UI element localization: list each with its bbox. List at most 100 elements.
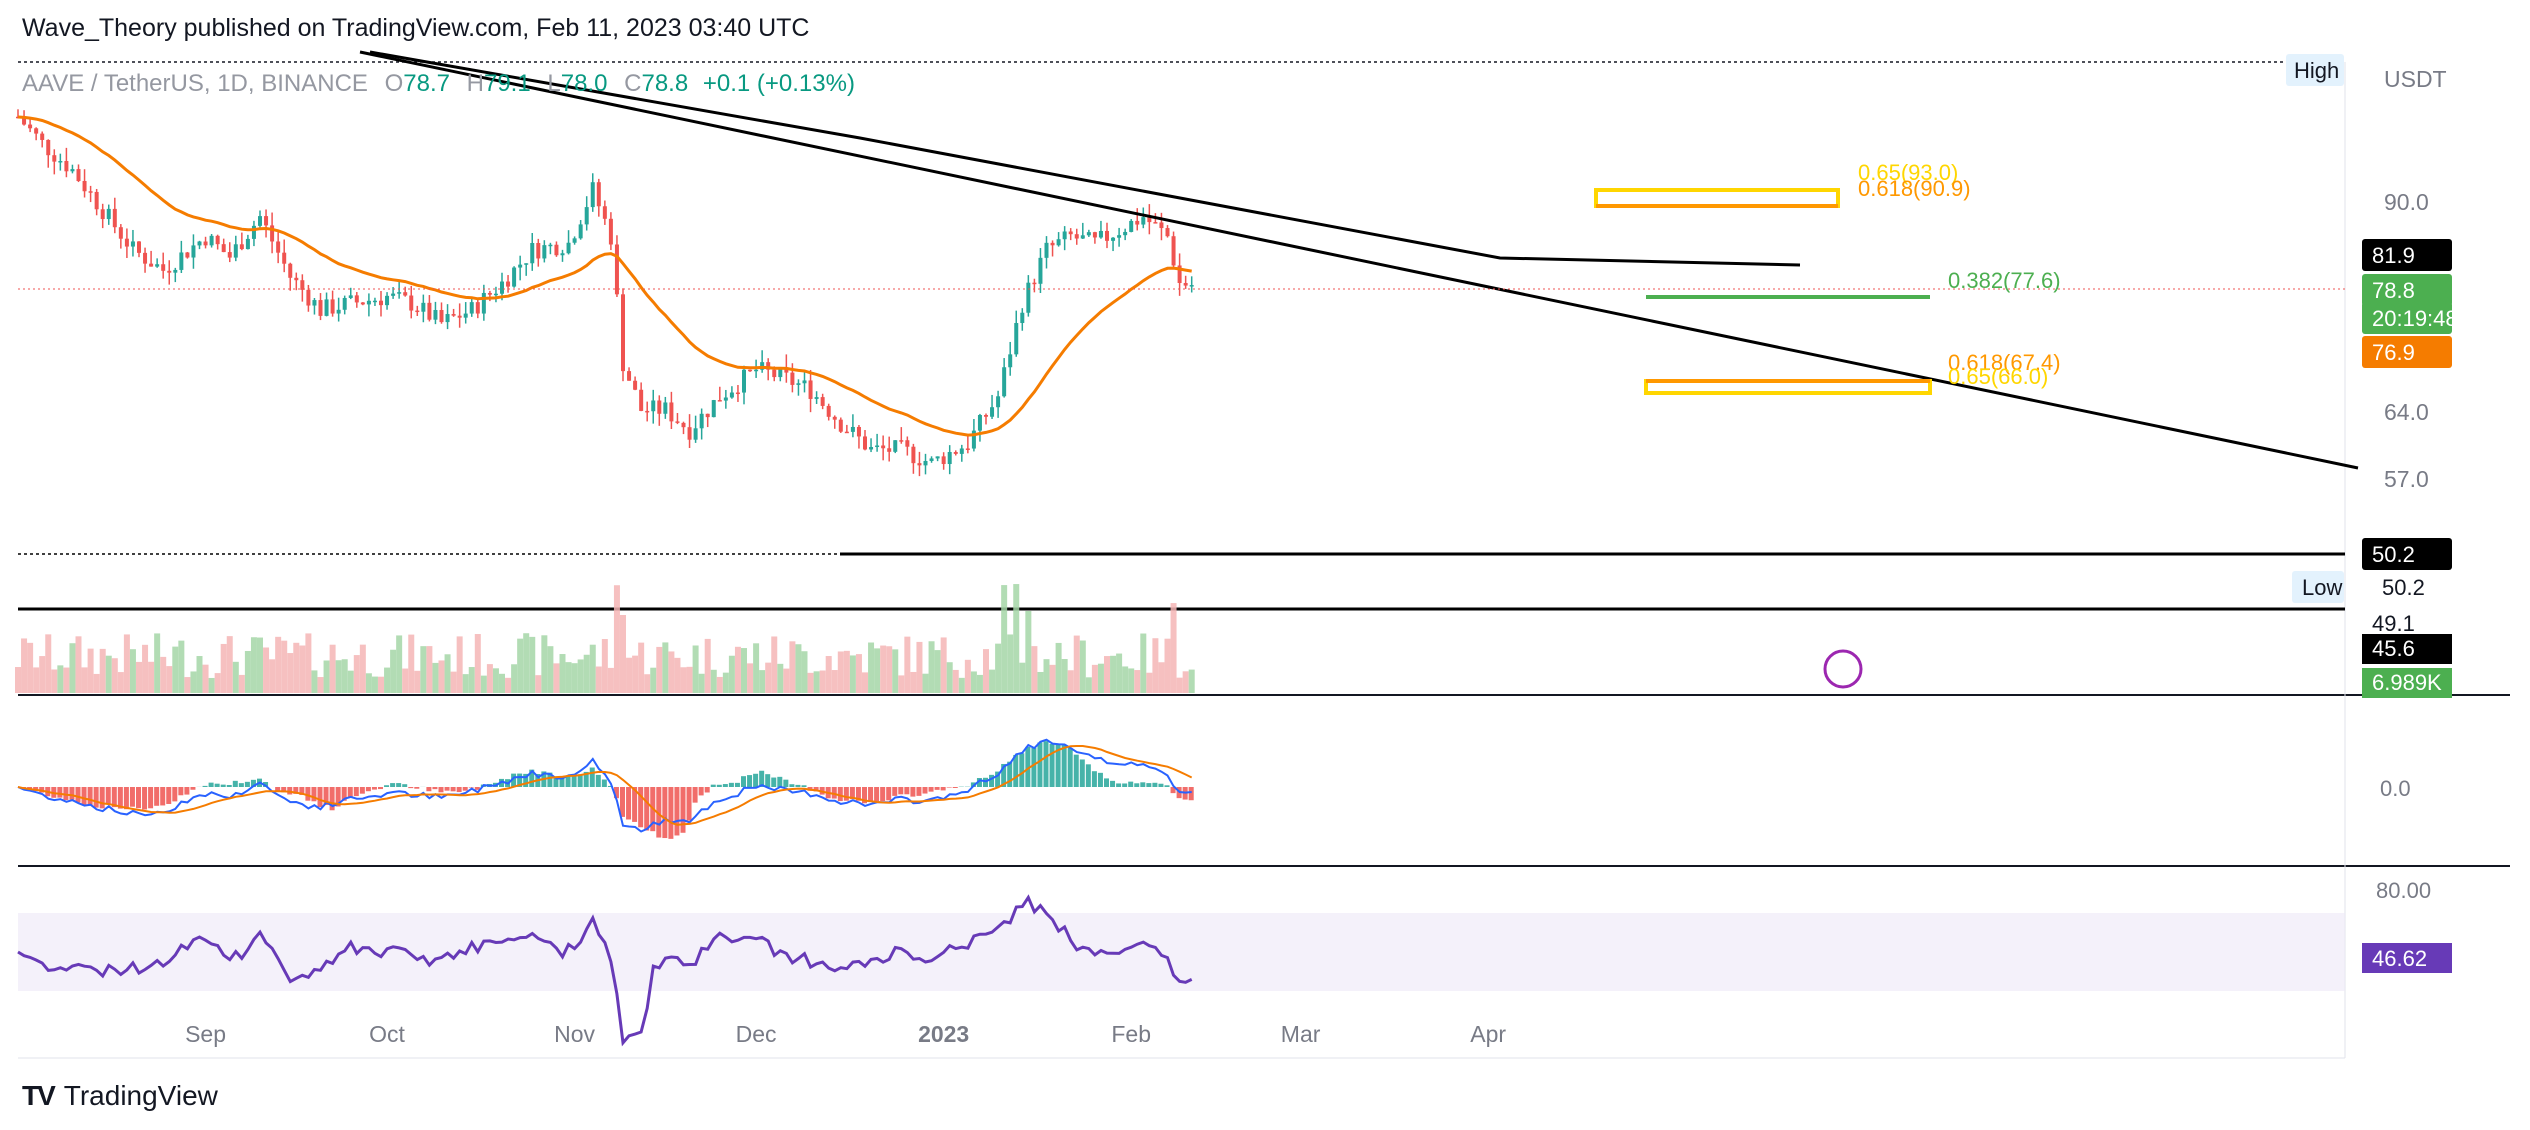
volume-bar [311, 670, 318, 693]
macd-histogram-bar [1146, 783, 1152, 787]
volume-bar [196, 656, 203, 693]
candle-body [711, 400, 716, 418]
candle-body [1183, 282, 1188, 286]
candle-body [1177, 265, 1182, 283]
volume-bar [105, 655, 112, 693]
macd-histogram-bar [329, 787, 335, 811]
volume-bar [1079, 640, 1086, 693]
low-tag-value: 50.2 [2382, 575, 2425, 600]
macd-histogram-bar [1043, 741, 1049, 787]
y-tick[interactable]: 90.0 [2384, 189, 2429, 215]
macd-histogram-bar [589, 767, 595, 787]
ema200-line [369, 50, 1801, 267]
volume-bar [656, 646, 663, 693]
volume-bar [111, 658, 118, 693]
volume-bar [1025, 610, 1032, 693]
candle-body [179, 252, 184, 270]
candle-body [46, 139, 51, 156]
macd-histogram-bar [722, 784, 728, 787]
candle-body [1098, 230, 1103, 238]
candle-body [754, 369, 759, 372]
candle-body [1165, 228, 1170, 237]
close-label: C [624, 70, 642, 97]
candle-body [778, 367, 783, 378]
macd-histogram-bar [855, 787, 861, 801]
volume-bar [505, 677, 512, 693]
candle-body [881, 445, 886, 449]
volume-bar [668, 651, 675, 693]
price-axis[interactable]: USDT 90.0 64.0 57.0 [2384, 66, 2447, 492]
candle-body [276, 241, 281, 253]
y-tick[interactable]: 64.0 [2384, 399, 2429, 425]
volume-bar [390, 649, 397, 693]
high-label: H [466, 70, 484, 97]
y-tick[interactable]: 57.0 [2384, 466, 2429, 492]
macd-histogram-bar [1085, 764, 1091, 787]
macd-histogram-bar [1073, 754, 1079, 787]
x-tick-Apr[interactable]: Apr [1470, 1021, 1506, 1047]
candle-body [233, 244, 238, 258]
macd-histogram-bar [862, 787, 867, 804]
macd-histogram-bar [365, 787, 371, 792]
volume-bar [1049, 664, 1056, 693]
candle-body [88, 191, 93, 193]
tradingview-footer[interactable]: TV TradingView [22, 1080, 218, 1112]
x-tick-2023[interactable]: 2023 [918, 1021, 969, 1047]
x-tick-Sep[interactable]: Sep [185, 1021, 226, 1047]
volume-bar [160, 656, 167, 693]
candle-body [197, 241, 202, 246]
volume-bar [293, 642, 300, 693]
candle-body [717, 400, 722, 402]
lightning-icon[interactable] [1823, 649, 1863, 689]
x-tick-Oct[interactable]: Oct [369, 1021, 405, 1047]
volume-bar [172, 646, 179, 693]
rsi-band [18, 913, 2345, 991]
candle-body [965, 448, 970, 450]
x-tick-Mar[interactable]: Mar [1281, 1021, 1321, 1047]
volume-bar [365, 673, 372, 693]
candle-body [185, 252, 190, 258]
candle-body [58, 160, 63, 163]
volume-bar [250, 637, 257, 693]
macd-histogram-bar [517, 773, 523, 787]
macd-histogram-bar [1110, 780, 1116, 787]
volume-bar [1128, 668, 1135, 693]
candle-body [215, 235, 220, 245]
brand-name: TradingView [63, 1080, 218, 1111]
candle-body [536, 242, 541, 259]
macd-histogram-bar [408, 787, 414, 789]
volume-bar [202, 664, 209, 693]
x-tick-Feb[interactable]: Feb [1111, 1021, 1151, 1047]
price-tag-bg [2362, 336, 2452, 368]
volume-bar [468, 667, 475, 693]
macd-histogram-bar [547, 772, 553, 787]
volume-bar [710, 669, 717, 693]
candle-body [288, 263, 293, 278]
macd-histogram-bar [1001, 763, 1007, 787]
symbol-legend[interactable]: AAVE / TetherUS, 1D, BINANCE O78.7 H79.1… [22, 70, 855, 98]
candle-body [451, 314, 456, 316]
volume-bar [317, 677, 324, 693]
volume-bar [257, 637, 263, 693]
x-tick-Nov[interactable]: Nov [554, 1021, 595, 1047]
macd-histogram-bar [414, 787, 420, 789]
candle-body [1141, 217, 1146, 225]
volume-bar [868, 642, 875, 693]
candle-body [627, 371, 632, 381]
volume-bar [541, 635, 548, 693]
macd-histogram-bar [468, 787, 474, 788]
x-tick-Dec[interactable]: Dec [736, 1021, 777, 1047]
candle-body [917, 463, 922, 466]
volume-bar [922, 673, 929, 693]
price-pane[interactable] [16, 50, 2359, 611]
macd-histogram-bar [444, 787, 450, 791]
time-axis[interactable]: Sep Oct Nov Dec 2023 Feb Mar Apr [185, 1021, 1506, 1047]
candle-body [675, 421, 680, 423]
candle-body [596, 182, 601, 207]
volume-bar [1182, 671, 1189, 693]
volume-bar [535, 675, 542, 693]
candle-body [1153, 222, 1158, 224]
symbol-name[interactable]: AAVE / TetherUS, 1D, BINANCE [22, 70, 368, 97]
candle-body [312, 300, 317, 306]
